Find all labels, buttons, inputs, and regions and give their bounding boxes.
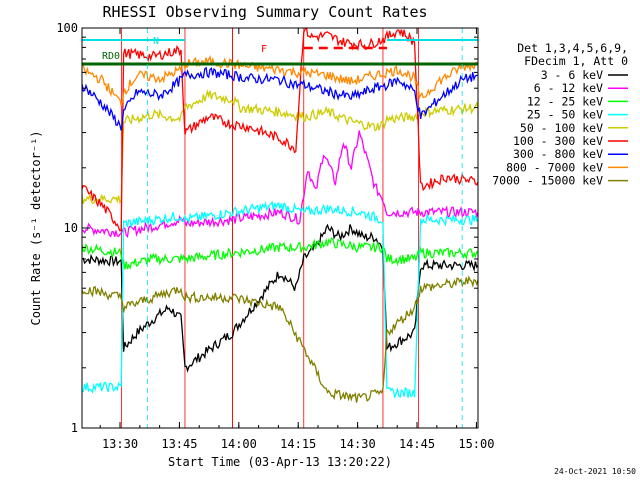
legend-label-0: 3 - 6 keV	[541, 68, 603, 82]
legend: Det 1,3,4,5,6,9, FDecim 1, Att 0 3 - 6 k…	[492, 41, 628, 188]
legend-label-3: 25 - 50 keV	[527, 108, 603, 122]
y-tick-label-0: 1	[71, 421, 78, 435]
x-axis: 13:30 13:45 14:00 14:15 14:30 14:45 15:00	[99, 28, 494, 451]
legend-label-1: 6 - 12 keV	[534, 81, 603, 95]
x-axis-label: Start Time (03-Apr-13 13:20:22)	[168, 455, 392, 469]
annotation-lines	[82, 28, 478, 428]
x-tick-label-5: 14:45	[399, 437, 435, 451]
series-line-4	[82, 89, 478, 205]
legend-label-6: 300 - 800 keV	[513, 147, 603, 161]
legend-header-line-1: Det 1,3,4,5,6,9,	[517, 41, 628, 55]
f-annotation: F	[261, 44, 267, 55]
x-tick-label-6: 15:00	[458, 437, 494, 451]
x-tick-label-3: 14:15	[280, 437, 316, 451]
x-tick-label-1: 13:45	[161, 437, 197, 451]
legend-label-4: 50 - 100 keV	[520, 121, 603, 135]
chart-title: RHESSI Observing Summary Count Rates	[102, 3, 427, 21]
legend-label-8: 7000 - 15000 keV	[492, 174, 603, 188]
n-annotation: N	[153, 36, 159, 47]
x-tick-label-2: 14:00	[221, 437, 257, 451]
legend-header-line-2: FDecim 1, Att 0	[524, 54, 628, 68]
y-tick-label-1: 10	[64, 221, 78, 235]
y-tick-label-2: 100	[56, 21, 78, 35]
legend-label-7: 800 - 7000 keV	[506, 160, 603, 174]
generation-timestamp: 24-Oct-2021 10:50	[554, 467, 636, 476]
x-tick-label-0: 13:30	[102, 437, 138, 451]
legend-label-2: 12 - 25 keV	[527, 94, 603, 108]
y-axis-label: Count Rate (s⁻¹ detector⁻¹)	[29, 130, 43, 325]
legend-label-5: 100 - 300 keV	[513, 134, 603, 148]
y-axis: 1 10 100	[56, 21, 478, 435]
series-line-0	[82, 223, 478, 373]
x-tick-label-4: 14:30	[340, 437, 376, 451]
rd0-annotation: RD0	[102, 51, 120, 62]
